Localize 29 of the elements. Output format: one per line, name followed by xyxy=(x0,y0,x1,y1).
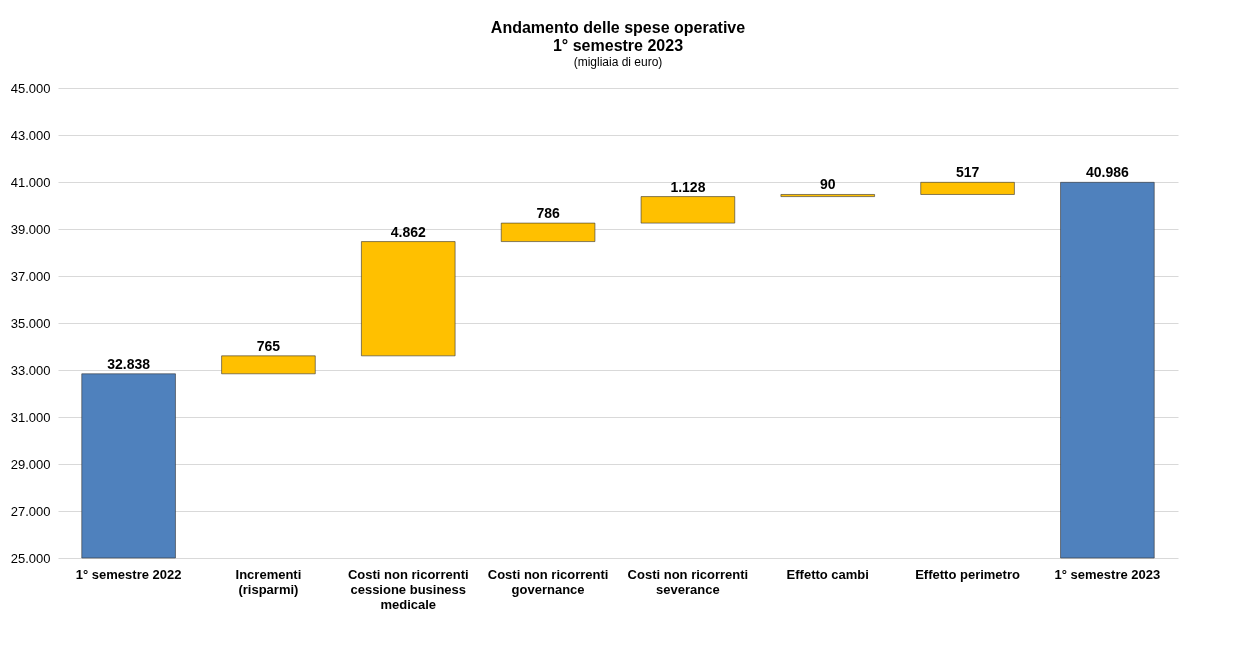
y-tick-label: 27.000 xyxy=(10,503,51,519)
y-tick-label: 29.000 xyxy=(10,456,51,472)
y-tick-label: 41.000 xyxy=(10,174,51,190)
y-tick-label: 33.000 xyxy=(10,362,51,378)
data-label: 40.986 xyxy=(1085,164,1130,181)
y-tick-label: 37.000 xyxy=(10,268,51,284)
data-label: 90 xyxy=(819,176,836,193)
x-tick-label: 1° semestre 2022 xyxy=(75,566,182,582)
data-label: 517 xyxy=(955,164,980,181)
y-tick-label: 39.000 xyxy=(10,221,51,237)
data-label: 765 xyxy=(256,337,281,354)
x-tick-label: Effetto cambi xyxy=(786,566,869,582)
x-tick-label: Costi non ricorrenti governance xyxy=(487,566,609,597)
chart-subtitle: (migliaia di euro) xyxy=(573,55,663,69)
y-tick-label: 25.000 xyxy=(10,550,51,566)
x-tick-label: Effetto perimetro xyxy=(915,566,1020,582)
y-tick-label: 31.000 xyxy=(10,409,51,425)
y-tick-label: 35.000 xyxy=(10,315,51,331)
chart-title: Andamento delle spese operative 1° semestre 2023 xyxy=(490,19,746,54)
x-tick-label: Incrementi (risparmi) xyxy=(235,566,302,597)
data-label: 4.862 xyxy=(390,223,426,240)
data-label: 1.128 xyxy=(670,178,706,195)
data-label: 32.838 xyxy=(107,355,151,372)
y-tick-label: 43.000 xyxy=(10,127,51,143)
y-tick-label: 45.000 xyxy=(10,80,51,96)
x-tick-label: Costi non ricorrenti severance xyxy=(627,566,749,597)
x-tick-label: 1° semestre 2023 xyxy=(1054,566,1161,582)
data-label: 786 xyxy=(536,205,560,222)
x-tick-label: Costi non ricorrenti cessione business medicale xyxy=(347,566,469,612)
